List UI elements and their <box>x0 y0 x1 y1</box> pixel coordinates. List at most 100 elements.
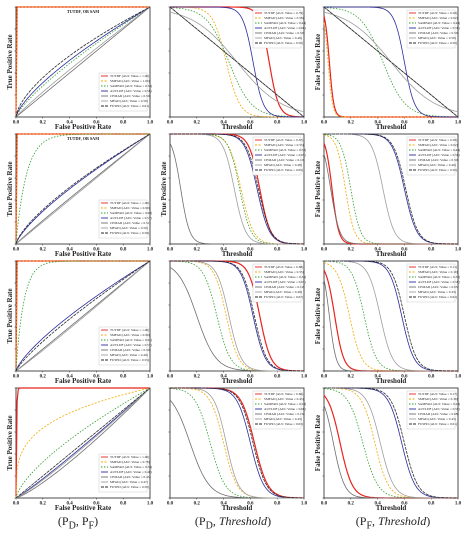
legend-label: FUSED (AUC Value = 0.62) <box>418 295 457 299</box>
x-tick-label: 0.0 <box>13 375 20 380</box>
legend-label: AUTLDF (AUC Value = 0.65) <box>264 153 306 157</box>
legend-box <box>406 9 456 49</box>
legend-label: SMFAD (AUC Value = 0.02) <box>418 16 458 20</box>
x-tick-label: 0.0 <box>321 502 328 507</box>
legend-label: AUTLDF (AUC Value = 0.60) <box>264 407 306 411</box>
legend-label: TUTDF (AUC Value = 0.17) <box>418 392 457 396</box>
legend: TUTDF (AUC Value = 1.00)SMFAD (AUC Value… <box>98 72 152 112</box>
x-tick-label: 0.0 <box>167 375 174 380</box>
legend-label: SMFAD (AUC Value = 0.99) <box>110 206 150 210</box>
legend-label: TUTDF (AUC Value = 0.68) <box>264 265 303 269</box>
x-axis-label: Threshold <box>222 377 253 385</box>
legend-label: CEMAD (AUC Value = 0.19) <box>264 285 305 289</box>
chart-panel-1-1: 0.0 0.2 0.4 0.6 0.8 1.0 Threshold True Positive… <box>160 133 308 258</box>
legend-label: FUSED (AUC Value = 0.67) <box>264 295 303 299</box>
chart-panel-2-1: 0.0 0.2 0.4 0.6 0.8 1.0 Threshold TUTDF (AUC Va… <box>167 260 308 385</box>
series-line-fused <box>324 133 458 245</box>
legend-label: CEMAD (AUC Value = 0.05) <box>418 285 459 289</box>
series-line-samfad <box>169 388 304 499</box>
x-axis-label: Threshold <box>222 504 253 512</box>
series-line-cemad <box>15 260 151 372</box>
legend: TUTDF (AUC Value = 0.68)SMFAD (AUC Value… <box>252 263 306 303</box>
legend: TUTDF (AUC Value = 0.11)SMFAD (AUC Value… <box>406 263 460 303</box>
legend-label: CEMAD (AUC Value = 0.45) <box>110 475 151 479</box>
legend-label: SMFAD (AUC Value = 0.58) <box>264 16 304 20</box>
series-line-autldf <box>15 260 151 372</box>
x-tick-label: 0.6 <box>401 248 408 253</box>
legend: TUTDF (AUC Value = 0.67)SMFAD (AUC Value… <box>252 136 306 176</box>
legend-label: AUTLDF (AUC Value = 0.58) <box>110 89 152 93</box>
chart-panel-0-1: 0.0 0.2 0.4 0.6 0.8 1.0 Threshold TUTDF (AUC Va… <box>167 6 308 131</box>
legend-label: CEMAD (AUC Value = 0.16) <box>264 412 305 416</box>
x-tick-label: 0.2 <box>348 502 355 507</box>
legend-label: TUTDF (AUC Value = 0.66) <box>264 392 303 396</box>
x-tick-label: 0.6 <box>93 248 100 253</box>
legend-label: MFAD (AUC Value = 0.43) <box>264 417 302 421</box>
legend-label: SMFAD (AUC Value = 0.55) <box>264 270 304 274</box>
legend: TUTDF (AUC Value = 1.00)SMFAD (AUC Value… <box>98 326 152 366</box>
x-axis-label: False Positive Rate <box>55 377 111 385</box>
x-tick-label: 0.2 <box>348 121 355 126</box>
legend-box <box>98 199 148 239</box>
legend-label: AUTLDF (AUC Value = 0.57) <box>110 216 152 220</box>
legend-label: TUTDF (AUC Value = 1.00) <box>110 74 149 78</box>
legend-label: TUTDF (AUC Value = 1.00) <box>110 328 149 332</box>
x-tick-label: 0.2 <box>194 375 201 380</box>
x-axis-label: Threshold <box>376 504 407 512</box>
series-line-samfad <box>15 387 151 499</box>
legend-label: SAMFAD (AUC Value = 0.44) <box>418 21 460 25</box>
chart-panel-0-2: 0.0 0.2 0.4 0.6 0.8 1.0 Threshold False Positiv… <box>314 6 462 131</box>
series-line-smfad <box>15 133 150 242</box>
x-tick-label: 1.0 <box>301 248 308 253</box>
legend-label: MFAD (AUC Value = 0.48) <box>264 163 302 167</box>
x-tick-label: 1.0 <box>455 121 462 126</box>
legend-box <box>406 136 456 176</box>
legend-label: TUTDF (AUC Value = 0.03) <box>418 138 457 142</box>
x-tick-label: 0.2 <box>40 375 47 380</box>
series-line-smfad <box>15 387 151 499</box>
legend-label: SAMFAD (AUC Value = 0.35) <box>264 275 306 279</box>
y-axis-label: True Positive Rate <box>6 34 14 89</box>
legend-box <box>406 263 456 303</box>
legend-label: FUSED (AUC Value = 0.50) <box>418 41 457 45</box>
x-tick-label: 0.6 <box>247 121 254 126</box>
series-line-samfad <box>323 388 458 499</box>
x-tick-label: 0.8 <box>120 121 127 126</box>
y-axis-label: False Positive Rate <box>314 415 322 471</box>
legend: TUTDF (AUC Value = 0.17)SMFAD (AUC Value… <box>406 390 460 430</box>
chart-panel-0-0: 0.0 0.2 0.4 0.6 0.8 1.0 False Positive Rate Tru… <box>6 6 154 131</box>
x-tick-label: 0.0 <box>321 248 328 253</box>
series-line-cemad <box>15 387 151 499</box>
y-axis-label: False Positive Rate <box>314 34 322 90</box>
series-line-cemad <box>15 6 151 118</box>
column-label-pf-threshold: (PF, Threshold) <box>355 514 431 532</box>
legend-label: CEMAD (AUC Value = 0.50) <box>418 158 459 162</box>
series-line-fused <box>15 6 151 118</box>
x-tick-label: 0.6 <box>401 121 408 126</box>
legend: TUTDF (AUC Value = 1.00)SMFAD (AUC Value… <box>98 199 152 239</box>
legend-box <box>98 72 148 112</box>
x-axis-label: Threshold <box>222 123 253 131</box>
legend: TUTDF (AUC Value = 0.79)SMFAD (AUC Value… <box>252 9 306 49</box>
legend: TUTDF (AUC Value = 0.66)SMFAD (AUC Value… <box>252 390 306 430</box>
legend-label: TUTDF (AUC Value = 0.67) <box>264 138 303 142</box>
legend-label: CEMAD (AUC Value = 0.08) <box>418 412 459 416</box>
series-line-autldf <box>15 133 151 245</box>
series-line-autldf <box>15 387 151 499</box>
x-tick-label: 0.0 <box>321 375 328 380</box>
column-label-pd-threshold: (PD, Threshold) <box>194 514 272 532</box>
x-axis-label: False Positive Rate <box>55 250 111 258</box>
x-tick-label: 0.2 <box>40 248 47 253</box>
legend-label: FUSED (AUC Value = 0.50) <box>110 485 149 489</box>
series-line-fused <box>170 387 304 499</box>
legend-label: SMFAD (AUC Value = 0.53) <box>264 143 304 147</box>
legend-box <box>98 453 148 493</box>
y-axis-label: True Positive Rate <box>6 161 14 216</box>
x-tick-label: 0.8 <box>428 121 435 126</box>
chart-panel-3-0: 0.0 0.2 0.4 0.6 0.8 1.0 False Positive Rate Tru… <box>6 387 154 512</box>
x-tick-label: 1.0 <box>147 502 154 507</box>
legend-box <box>252 390 302 430</box>
legend-box <box>252 263 302 303</box>
x-tick-label: 0.4 <box>374 502 381 507</box>
legend-label: CEMAD (AUC Value = 0.50) <box>264 31 305 35</box>
